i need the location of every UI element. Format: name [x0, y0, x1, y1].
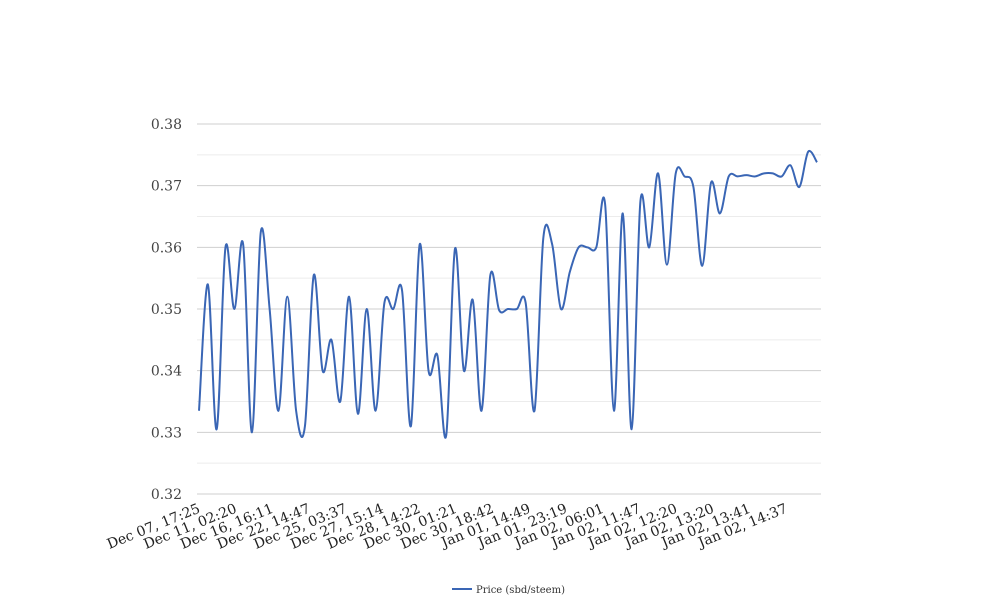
y-tick-label: 0.34	[151, 364, 182, 380]
y-tick-label: 0.37	[151, 179, 182, 195]
y-tick-label: 0.32	[151, 487, 182, 503]
series-layer	[198, 149, 818, 439]
y-tick-label: 0.35	[151, 302, 182, 318]
gridlines	[197, 123, 821, 495]
y-tick-label: 0.33	[151, 425, 182, 441]
legend[interactable]: Price (sbd/steem)	[452, 585, 565, 596]
series-line-price	[198, 149, 818, 439]
y-tick-label: 0.36	[151, 240, 182, 256]
y-axis-ticks: 0.32 0.33 0.34 0.35 0.36 0.37 0.38	[151, 117, 182, 503]
legend-label: Price (sbd/steem)	[476, 585, 565, 596]
y-tick-label: 0.38	[151, 117, 182, 133]
